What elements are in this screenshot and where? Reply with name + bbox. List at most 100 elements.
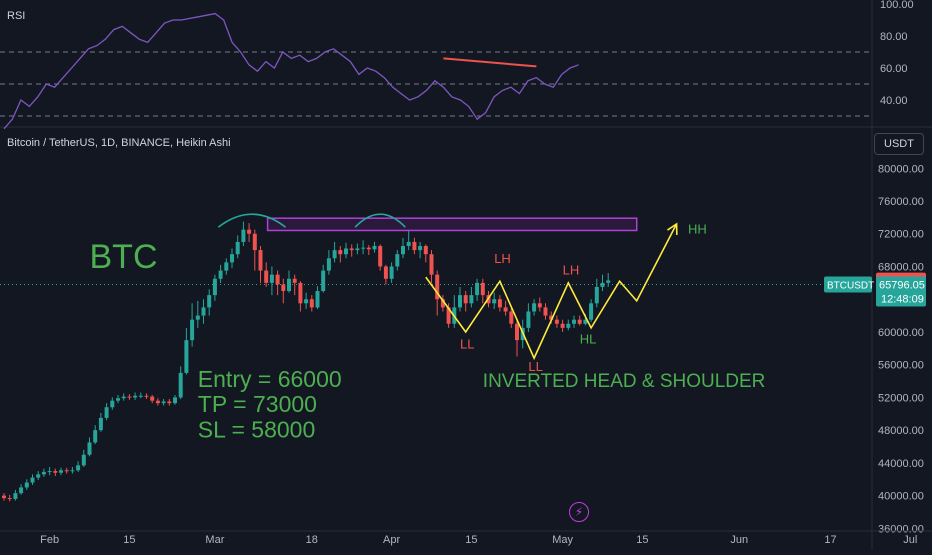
candle-body: [212, 278, 217, 296]
candle-body: [133, 395, 138, 398]
candle-body: [406, 241, 411, 247]
candle-body: [401, 246, 405, 255]
time-tick-label: 17: [824, 534, 836, 546]
candle-body: [321, 270, 326, 292]
candle-body: [275, 274, 280, 285]
shoulder-arc: [354, 213, 406, 228]
candle-body: [292, 278, 297, 283]
candle-body: [537, 303, 542, 308]
price-tick-label: 60000.00: [878, 327, 924, 339]
currency-button[interactable]: USDT: [874, 133, 924, 155]
rsi-divergence-line: [443, 57, 537, 68]
candle-body: [429, 254, 434, 275]
candle-body: [36, 474, 41, 478]
price-tick-label: 72000.00: [878, 229, 924, 241]
candle-body: [241, 229, 246, 242]
chart-annotation: LL: [460, 336, 474, 351]
candle-body: [372, 246, 377, 250]
resistance-box: [266, 217, 638, 232]
candle-body: [480, 282, 485, 296]
candle-body: [515, 323, 519, 341]
candle-body: [155, 400, 160, 404]
candle-body: [13, 493, 18, 499]
shoulder-arc: [217, 213, 287, 228]
candle-body: [497, 299, 502, 308]
candle-body: [338, 250, 343, 255]
candle-body: [173, 397, 177, 404]
current-price-value: 65796.05: [879, 280, 925, 292]
candle-body: [492, 299, 497, 304]
candle-body: [201, 307, 206, 316]
candle-body: [566, 323, 571, 328]
candle-body: [418, 246, 423, 251]
candle-body: [59, 470, 63, 473]
candle-body: [178, 372, 183, 398]
chart-annotation: TP = 73000: [198, 391, 317, 417]
candle-body: [361, 247, 366, 249]
candle-body: [440, 299, 445, 308]
candle-body: [230, 254, 234, 263]
price-tick-label: 56000.00: [878, 360, 924, 372]
candle-body: [395, 254, 400, 267]
candle-body: [2, 495, 6, 499]
candle-body: [184, 340, 189, 373]
candle-body: [116, 398, 120, 401]
chart-annotation: Entry = 66000: [198, 366, 342, 392]
candle-body: [64, 470, 69, 472]
chart-annotation: INVERTED HEAD & SHOULDER: [483, 371, 766, 392]
time-tick-label: Mar: [205, 534, 224, 546]
candle-body: [446, 307, 451, 324]
candle-body: [138, 395, 143, 397]
candle-body: [264, 270, 269, 283]
candle-body: [458, 295, 462, 308]
candle-body: [315, 291, 320, 308]
candle-body: [326, 258, 331, 271]
candle-body: [127, 396, 132, 398]
candle-body: [110, 400, 115, 408]
ticker-tag-label: BTCUSDT: [827, 281, 874, 292]
candle-body: [349, 248, 354, 251]
candle-body: [366, 247, 371, 250]
candle-body: [554, 319, 559, 324]
candle-body: [423, 246, 428, 255]
chart-annotation: LH: [494, 251, 511, 266]
candle-body: [7, 498, 12, 500]
candle-body: [218, 270, 223, 279]
candle-body: [475, 282, 480, 296]
candle-body: [532, 303, 537, 312]
lightning-icon[interactable]: ⚡: [569, 502, 589, 522]
candle-body: [378, 246, 383, 267]
candle-body: [583, 319, 588, 324]
price-tick-label: 48000.00: [878, 425, 924, 437]
candle-body: [41, 471, 46, 475]
ticker-tag: [824, 276, 872, 293]
candle-body: [76, 465, 81, 471]
candle-body: [47, 471, 52, 473]
candle-body: [332, 250, 337, 259]
chart-annotation: LH: [563, 263, 580, 278]
candle-body: [435, 274, 440, 300]
candle-body: [526, 311, 531, 328]
price-tick-label: 68000.00: [878, 261, 924, 273]
price-tick-label: 52000.00: [878, 392, 924, 404]
candle-body: [560, 323, 565, 328]
chart-annotation: HL: [580, 331, 597, 346]
price-tick-label: 36000.00: [878, 523, 924, 535]
candle-body: [70, 470, 75, 472]
candle-body: [549, 315, 554, 320]
price-tick-label: 44000.00: [878, 458, 924, 470]
candle-body: [167, 401, 172, 404]
candle-body: [224, 262, 229, 271]
candle-body: [252, 233, 257, 251]
candle-body: [304, 299, 309, 304]
candle-body: [30, 477, 35, 483]
candle-body: [389, 266, 394, 279]
candle-body: [469, 295, 474, 304]
pattern-path: [425, 223, 678, 361]
candle-body: [98, 417, 103, 431]
candle-body: [247, 229, 252, 234]
candle-body: [287, 278, 291, 292]
candle-body: [53, 471, 58, 473]
candle-body: [606, 280, 611, 283]
